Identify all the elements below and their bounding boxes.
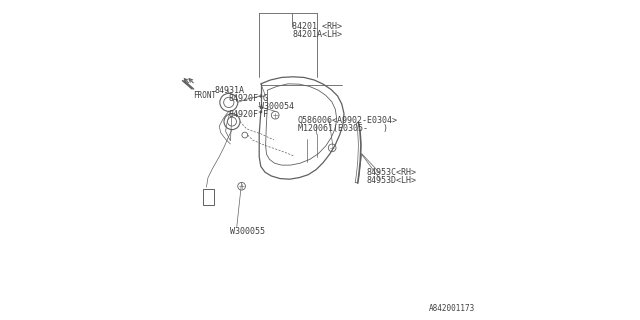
FancyBboxPatch shape (202, 189, 214, 205)
Text: W300055: W300055 (230, 227, 266, 236)
Text: 84931A: 84931A (214, 86, 244, 95)
Text: 84920F*G: 84920F*G (229, 94, 269, 103)
Text: M120061(E0305-   ): M120061(E0305- ) (298, 124, 388, 132)
Text: W300054: W300054 (259, 102, 294, 111)
Text: A842001173: A842001173 (429, 304, 475, 313)
Text: 84953C<RH>: 84953C<RH> (367, 168, 417, 177)
Text: 84953D<LH>: 84953D<LH> (367, 176, 417, 185)
Text: Q586006<A9902-E0304>: Q586006<A9902-E0304> (298, 116, 397, 124)
Text: 84201 <RH>: 84201 <RH> (292, 22, 342, 31)
Text: FRONT: FRONT (193, 91, 217, 100)
Text: 84920F*F: 84920F*F (229, 110, 269, 119)
Text: 84201A<LH>: 84201A<LH> (292, 30, 342, 39)
